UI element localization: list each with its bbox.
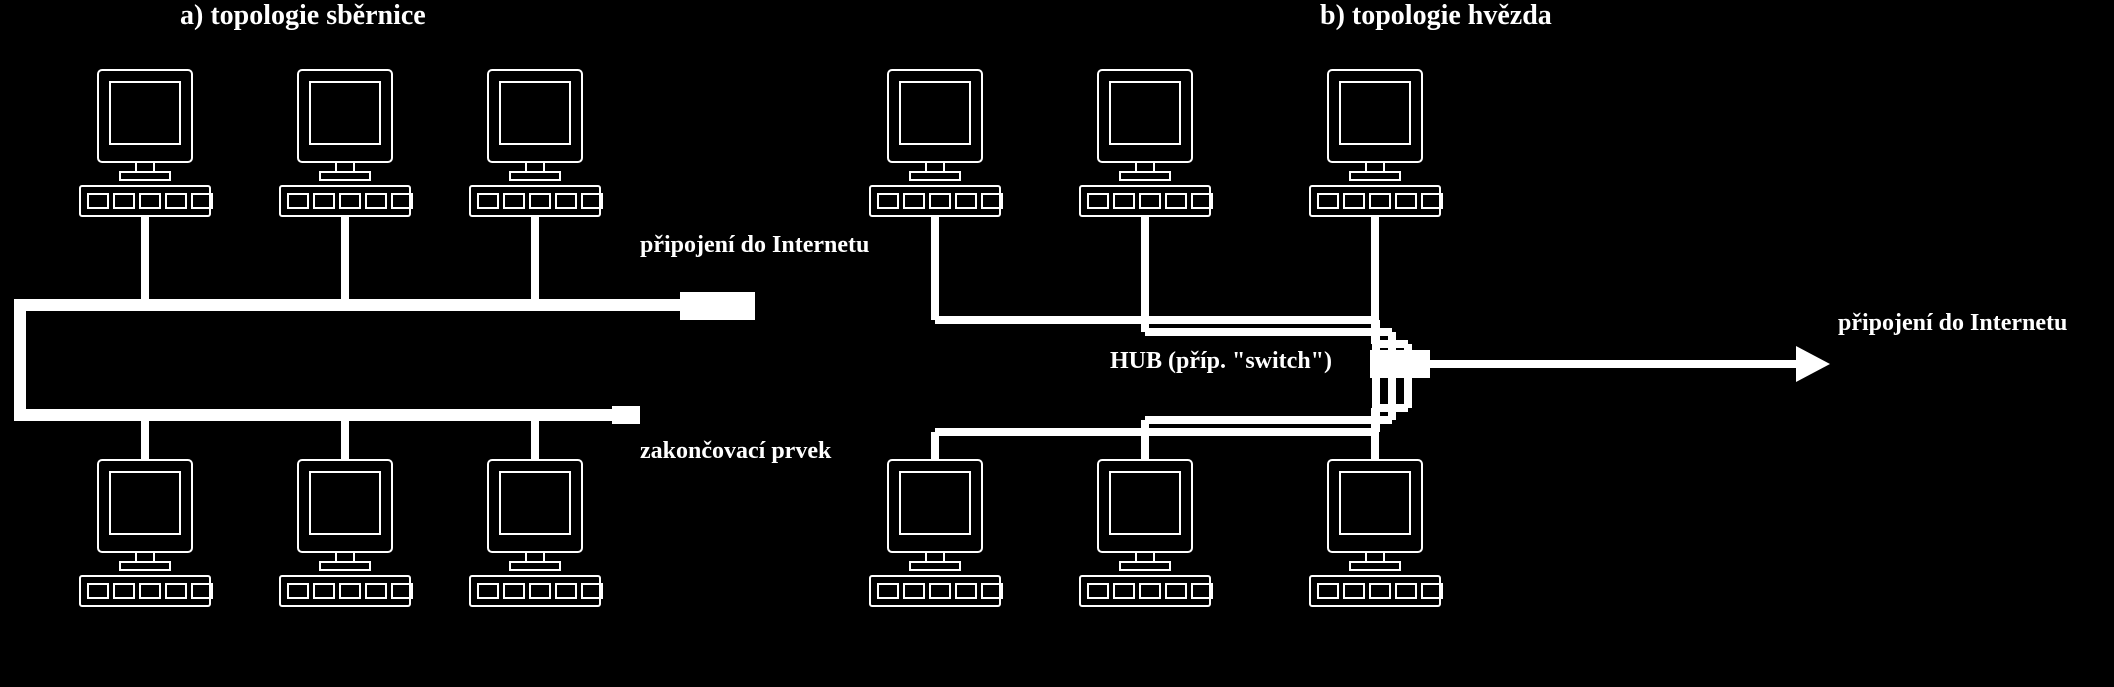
title-a: a) topologie sběrnice bbox=[180, 0, 426, 32]
bus-computer-bottom-2 bbox=[470, 460, 602, 606]
star-computer-top-1 bbox=[1080, 70, 1212, 216]
label-hub: HUB (příp. "switch") bbox=[1110, 348, 1332, 375]
star-computer-top-0 bbox=[870, 70, 1002, 216]
star-computer-bottom-1 bbox=[1080, 460, 1212, 606]
modem-box bbox=[680, 292, 755, 320]
title-b: b) topologie hvězda bbox=[1320, 0, 1552, 32]
terminator-box bbox=[612, 406, 640, 424]
star-link-top-1 bbox=[1145, 216, 1392, 350]
bus-computer-top-1 bbox=[280, 70, 412, 216]
label-internet-a: připojení do Internetu bbox=[640, 232, 869, 259]
hub-box bbox=[1370, 350, 1430, 378]
bus-computer-top-2 bbox=[470, 70, 602, 216]
internet-arrow bbox=[1430, 346, 1830, 382]
star-computer-bottom-0 bbox=[870, 460, 1002, 606]
diagram-canvas bbox=[0, 0, 2114, 687]
bus-computer-bottom-0 bbox=[80, 460, 212, 606]
bus-computer-bottom-1 bbox=[280, 460, 412, 606]
star-link-bottom-1 bbox=[1145, 378, 1392, 460]
bus-computer-top-0 bbox=[80, 70, 212, 216]
star-computer-top-2 bbox=[1310, 70, 1442, 216]
label-terminator: zakončovací prvek bbox=[640, 438, 831, 465]
label-internet-b: připojení do Internetu bbox=[1838, 310, 2067, 337]
star-computer-bottom-2 bbox=[1310, 460, 1442, 606]
